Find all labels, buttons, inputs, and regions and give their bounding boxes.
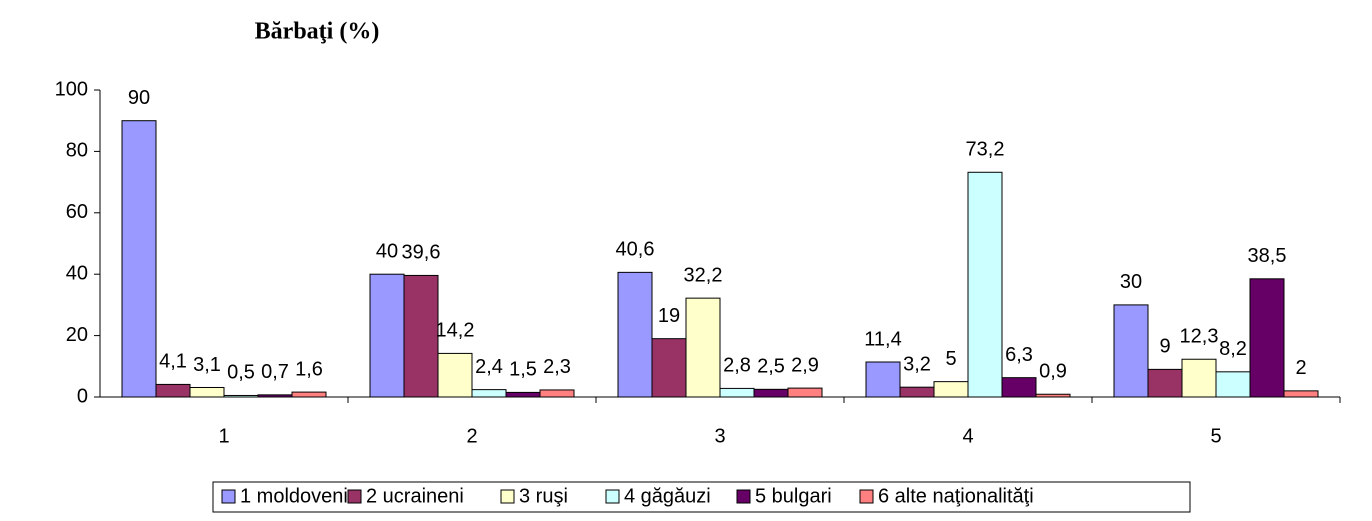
bar [505,391,541,398]
value-label: 12,3 [1180,326,1219,348]
value-label: 73,2 [966,139,1005,161]
value-label: 4,1 [159,351,187,373]
value-label: 2,3 [543,356,571,378]
legend-label: 6 alte naţionalităţi [878,485,1034,507]
legend-label: 4 găgăuzi [624,485,711,507]
y-tick-label: 20 [66,324,88,346]
legend-swatch [500,489,515,504]
value-label: 11,4 [864,328,901,350]
value-label: 2,4 [475,356,503,378]
bar [787,387,823,398]
value-label: 3,1 [193,354,221,376]
bar [223,394,259,398]
bar [1035,393,1071,398]
bar [1001,377,1037,398]
y-tick-label: 60 [66,201,88,223]
bar [719,387,755,398]
value-label: 30 [1120,271,1142,293]
value-label: 2,8 [723,355,751,377]
value-label: 39,6 [402,242,441,264]
bar [685,297,721,398]
legend-label: 3 ruşi [519,485,568,507]
value-label: 8,2 [1219,338,1247,360]
value-label: 3,2 [903,353,931,375]
value-label: 14,2 [436,320,475,342]
value-label: 32,2 [684,264,723,286]
legend-swatch [605,489,620,504]
bar [1249,278,1285,398]
legend-label: 1 moldoveni [240,485,348,507]
y-tick-label: 100 [55,78,88,100]
bar [899,386,935,398]
value-label: 0,9 [1039,361,1067,383]
legend-swatch [859,489,874,504]
bar [155,383,191,398]
chart-title: Bărbaţi (%) [255,19,380,45]
bar [471,389,507,398]
value-label: 19 [658,305,680,327]
value-label: 2 [1295,357,1306,379]
bar [651,338,687,398]
value-label: 90 [128,87,150,109]
bar [403,274,439,398]
bar [189,386,225,398]
value-label: 40 [376,240,398,262]
bar [369,273,405,398]
legend-label: 2 ucraineni [366,485,464,507]
bar [1181,358,1217,398]
x-tick-label: 4 [962,425,973,447]
value-label: 5 [945,348,956,370]
legend-swatch [347,489,362,504]
value-label: 9 [1159,336,1170,358]
value-label: 2,9 [791,354,819,376]
bar [617,271,653,398]
bar [1215,371,1251,398]
value-label: 2,5 [757,356,785,378]
y-tick-label: 80 [66,140,88,162]
x-tick-label: 3 [714,425,725,447]
bar [933,381,969,398]
x-tick-label: 5 [1210,425,1221,447]
y-tick-label: 0 [77,385,88,407]
legend-swatch [736,489,751,504]
x-tick-label: 2 [466,425,477,447]
bar [967,171,1003,398]
value-label: 40,6 [616,239,655,261]
bar [437,352,473,398]
x-tick-label: 1 [218,425,229,447]
value-label: 6,3 [1005,344,1033,366]
bar [1147,368,1183,398]
bar [865,361,901,398]
bar [257,394,293,398]
bar [121,120,157,398]
legend-box [212,481,1191,513]
y-tick-label: 40 [66,262,88,284]
value-label: 0,7 [261,361,289,383]
value-label: 1,6 [295,358,323,380]
bar [291,391,327,398]
value-label: 38,5 [1248,245,1287,267]
value-label: 1,5 [509,359,537,381]
bar [1283,390,1319,398]
value-label: 0,5 [227,362,255,384]
bar [1113,304,1149,398]
legend-label: 5 bulgari [755,485,832,507]
legend-swatch [221,489,236,504]
bar [539,389,575,398]
bar [753,388,789,398]
